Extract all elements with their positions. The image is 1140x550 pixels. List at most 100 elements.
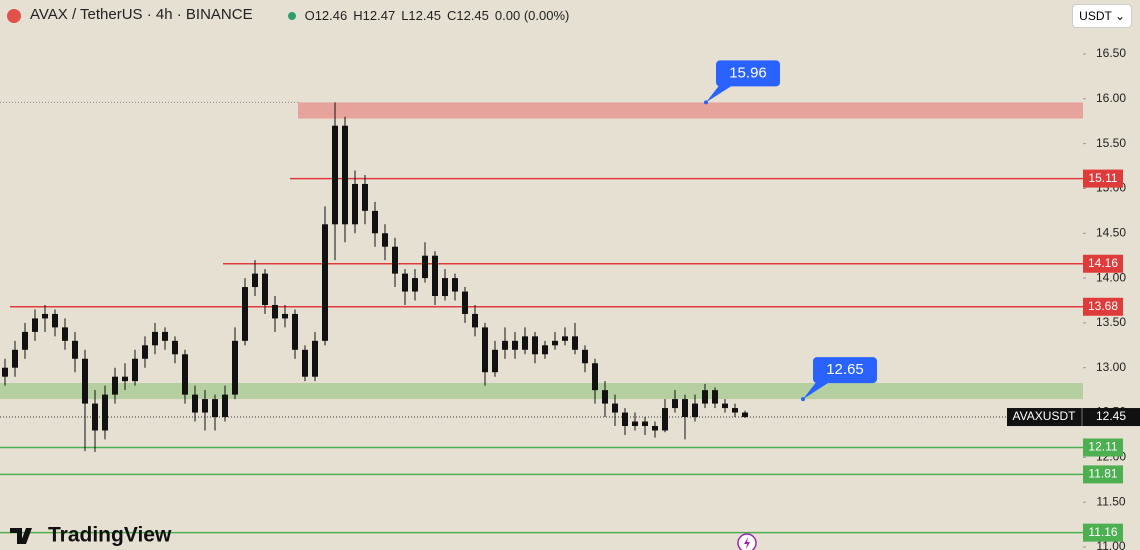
candle-body [362,183,368,211]
candle-body [482,327,488,373]
candle-body [512,340,518,350]
brand: TradingView [48,524,172,547]
candle-body [372,210,378,234]
ohlc-value: 12.45 [456,8,489,23]
candle-body [272,304,278,319]
brand-logo [10,528,32,544]
candle-body [212,399,218,418]
candle-body [122,376,128,382]
candle-body [582,349,588,364]
candle-body [622,412,628,426]
header: AVAX / TetherUS · 4h · BINANCE O12.46 H12… [30,6,569,23]
candle-body [222,394,228,418]
candle-body [172,340,178,355]
candle-body [612,403,618,413]
currency-dropdown[interactable]: USDT ⌄ [1072,4,1132,28]
candle-body [632,421,638,426]
candle-body [332,125,338,225]
ohlc-label: L [401,8,409,23]
candle-body [382,233,388,247]
candle-body [152,331,158,346]
ohlc-label: H [353,8,363,23]
candle-body [492,349,498,373]
callout-box [813,357,877,384]
candle-body [82,358,88,404]
candle-body [252,273,258,288]
candle-body [132,358,138,382]
ohlc-label: O [304,8,315,23]
candle-body [742,412,748,418]
candle-body [142,345,148,359]
candle-body [472,313,478,328]
candle-body [192,394,198,413]
candle-body [542,345,548,355]
level-label: 12.11 [1088,440,1117,454]
candle-body [182,354,188,395]
candle-body [692,403,698,418]
candle-body [292,313,298,350]
candle-body [432,255,438,297]
candle-body [722,403,728,409]
ohlc-value: 12.46 [314,8,348,23]
candle-body [232,340,238,395]
candle-body [52,313,58,328]
candle-body [312,340,318,377]
level-tag [1083,254,1123,273]
candle-body [322,224,328,341]
candle-body [242,287,248,341]
callout-label: 15.96 [729,64,767,81]
ohlc-label: C [446,8,457,23]
alert-bolt [744,537,750,549]
y-tick-label: 11.00 [1096,539,1125,550]
callout-box [716,60,780,87]
price-value: 12.45 [1096,409,1126,423]
candle-body [442,278,448,297]
level-label: 11.81 [1088,467,1117,481]
candle-body [62,327,68,341]
level-label: 14.16 [1088,256,1118,270]
candle-body [102,394,108,431]
candle-body [422,255,428,279]
candle-body [12,349,18,368]
currency: USDT [1079,9,1112,23]
level-tag [1083,465,1123,484]
level-label: 11.16 [1088,525,1117,539]
candle-body [402,273,408,292]
candle-body [42,313,48,319]
candle-body [682,399,688,418]
candle-body [22,331,28,350]
candle-body [592,363,598,391]
candle-body [162,331,168,341]
candle-body [282,313,288,319]
symbol-tag: AVAXUSDT [1013,409,1077,423]
candle-body [92,403,98,431]
level-label: 15.11 [1088,171,1117,185]
candle-body [342,125,348,225]
y-tick-label: 11.50 [1096,494,1125,508]
y-tick-label: 16.00 [1096,91,1126,105]
y-tick-label: 13.50 [1096,315,1126,329]
candle-body [32,318,38,332]
ohlc-legend: O12.46 H12.47 L12.45 C12.45 0.00 (0.00%) [305,8,570,23]
candle-body [452,278,458,292]
candle-body [392,246,398,274]
candle-body [532,336,538,355]
zone [0,382,1083,400]
candle-body [412,278,418,292]
candle-body [552,340,558,346]
candle-body [522,336,528,350]
y-tick-label: 14.00 [1096,270,1126,284]
ohlc-value: 12.45 [408,8,441,23]
candle-body [262,273,268,305]
ohlc-value: 12.47 [362,8,396,23]
zone [298,102,1083,119]
candle-body [642,421,648,426]
candle-body [112,376,118,395]
candle-body [602,390,608,404]
candle-body [2,367,8,377]
y-tick-label: 16.50 [1096,46,1126,60]
candle-body [502,340,508,350]
level-tag [1083,297,1123,316]
